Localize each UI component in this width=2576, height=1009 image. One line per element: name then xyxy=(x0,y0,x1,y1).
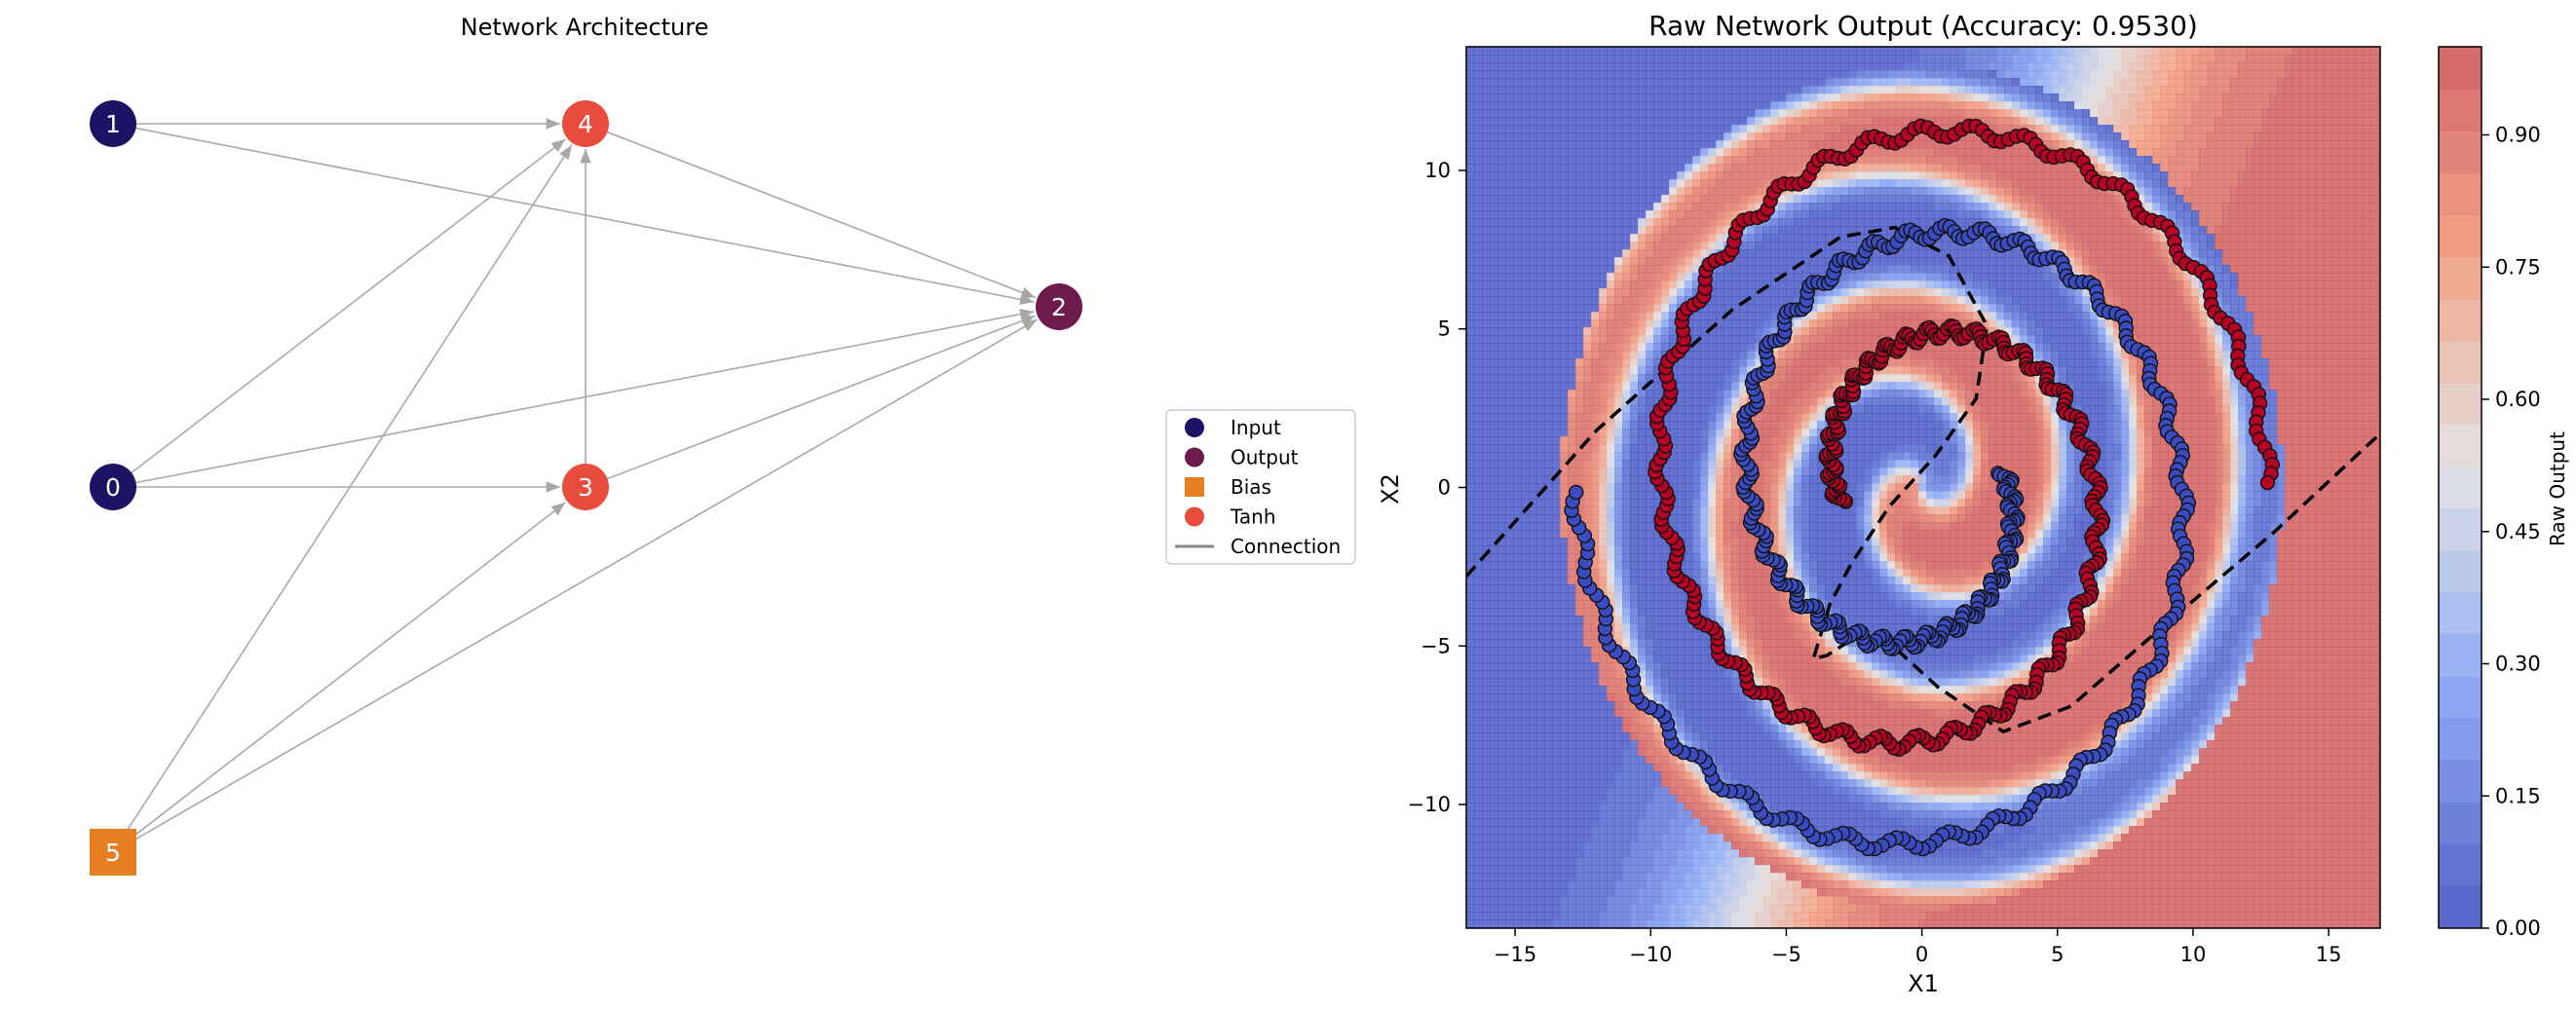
colorbar-band xyxy=(2439,719,2481,762)
colorbar-band xyxy=(2439,676,2481,719)
y-axis-label: X2 xyxy=(1377,473,1404,504)
edge-4-2 xyxy=(607,132,1035,298)
colorbar-band xyxy=(2439,508,2481,551)
node-label: 1 xyxy=(105,110,121,138)
network-legend: Input Output Bias Tanh Connection xyxy=(1166,410,1355,564)
colorbar-band xyxy=(2439,761,2481,803)
x-tick-label: 15 xyxy=(2316,943,2342,966)
colorbar-band xyxy=(2439,214,2481,257)
node-3: 3 xyxy=(562,464,609,510)
node-label: 2 xyxy=(1051,293,1067,321)
point-class-1 xyxy=(2261,476,2275,490)
colorbar-band xyxy=(2439,844,2481,887)
colorbar-tick-label: 0.60 xyxy=(2495,388,2541,411)
node-0: 0 xyxy=(90,464,136,510)
chart-title: Raw Network Output (Accuracy: 0.9530) xyxy=(1648,10,2198,42)
colorbar-band xyxy=(2439,592,2481,635)
colorbar-band xyxy=(2439,131,2481,173)
edge-0-4 xyxy=(132,139,565,473)
node-5: 5 xyxy=(90,829,136,876)
legend-label: Bias xyxy=(1231,475,1271,499)
colorbar-band xyxy=(2439,299,2481,342)
x-tick-label: −15 xyxy=(1494,943,1536,966)
colorbar: 0.00 0.15 0.30 0.45 0.60 0.75 0.90 Raw Output xyxy=(2439,47,2569,940)
legend-marker xyxy=(1185,448,1204,467)
contour-plot: −15 −10 −5 0 5 10 15 −10 −5 0 5 10 X1 X2 xyxy=(1377,47,2387,997)
colorbar-band xyxy=(2439,425,2481,467)
colorbar-tick-label: 0.15 xyxy=(2495,784,2541,807)
x-tick-label: 10 xyxy=(2180,943,2207,966)
colorbar-tick-label: 0.30 xyxy=(2495,653,2541,676)
x-tick-label: −5 xyxy=(1771,943,1801,966)
x-axis-label: X1 xyxy=(1908,970,1939,997)
colorbar-band xyxy=(2439,550,2481,593)
node-4: 4 xyxy=(562,100,609,147)
y-tick-label: 5 xyxy=(1438,318,1451,341)
node-label: 4 xyxy=(578,110,593,138)
edge-3-2 xyxy=(607,316,1035,478)
y-axis-ticks: −10 −5 0 5 10 xyxy=(1408,159,1466,816)
legend-label: Tanh xyxy=(1230,505,1276,529)
node-2: 2 xyxy=(1036,283,1082,330)
legend-marker xyxy=(1185,507,1204,527)
colorbar-band xyxy=(2439,634,2481,677)
y-tick-label: 10 xyxy=(1424,159,1451,182)
network-title: Network Architecture xyxy=(461,14,709,41)
legend-item-tanh: Tanh xyxy=(1185,505,1276,529)
legend-marker xyxy=(1185,418,1204,437)
contour-fill xyxy=(1466,47,2387,936)
colorbar-band xyxy=(2439,256,2481,299)
legend-item-input: Input xyxy=(1185,416,1281,439)
legend-label: Connection xyxy=(1231,535,1341,558)
legend-label: Input xyxy=(1231,416,1281,439)
colorbar-band xyxy=(2439,467,2481,509)
point-class-0 xyxy=(1570,485,1583,499)
colorbar-tick-label: 0.45 xyxy=(2495,520,2541,543)
colorbar-band xyxy=(2439,341,2481,384)
x-axis-ticks: −15 −10 −5 0 5 10 15 xyxy=(1494,928,2342,966)
colorbar-band xyxy=(2439,803,2481,845)
colorbar-tick-label: 0.75 xyxy=(2495,255,2541,279)
legend-label: Output xyxy=(1231,446,1299,469)
x-tick-label: 0 xyxy=(1915,943,1928,966)
node-1: 1 xyxy=(90,100,136,147)
x-tick-label: −10 xyxy=(1629,943,1672,966)
node-label: 0 xyxy=(105,473,121,502)
legend-marker xyxy=(1185,477,1204,497)
x-tick-label: 5 xyxy=(2051,943,2064,966)
y-tick-label: −10 xyxy=(1408,793,1451,816)
node-label: 5 xyxy=(105,839,121,867)
colorbar-label: Raw Output xyxy=(2546,431,2569,546)
colorbar-band xyxy=(2439,47,2481,90)
y-tick-label: 0 xyxy=(1438,476,1451,500)
colorbar-band xyxy=(2439,172,2481,215)
edge-5-4 xyxy=(126,145,572,833)
y-tick-label: −5 xyxy=(1421,634,1451,657)
colorbar-band xyxy=(2439,383,2481,426)
edge-5-3 xyxy=(132,503,565,838)
colorbar-tick-label: 0.90 xyxy=(2495,124,2541,147)
colorbar-band xyxy=(2439,886,2481,929)
colorbar-band xyxy=(2439,89,2481,131)
node-label: 3 xyxy=(578,473,593,502)
colorbar-tick-label: 0.00 xyxy=(2495,916,2541,940)
